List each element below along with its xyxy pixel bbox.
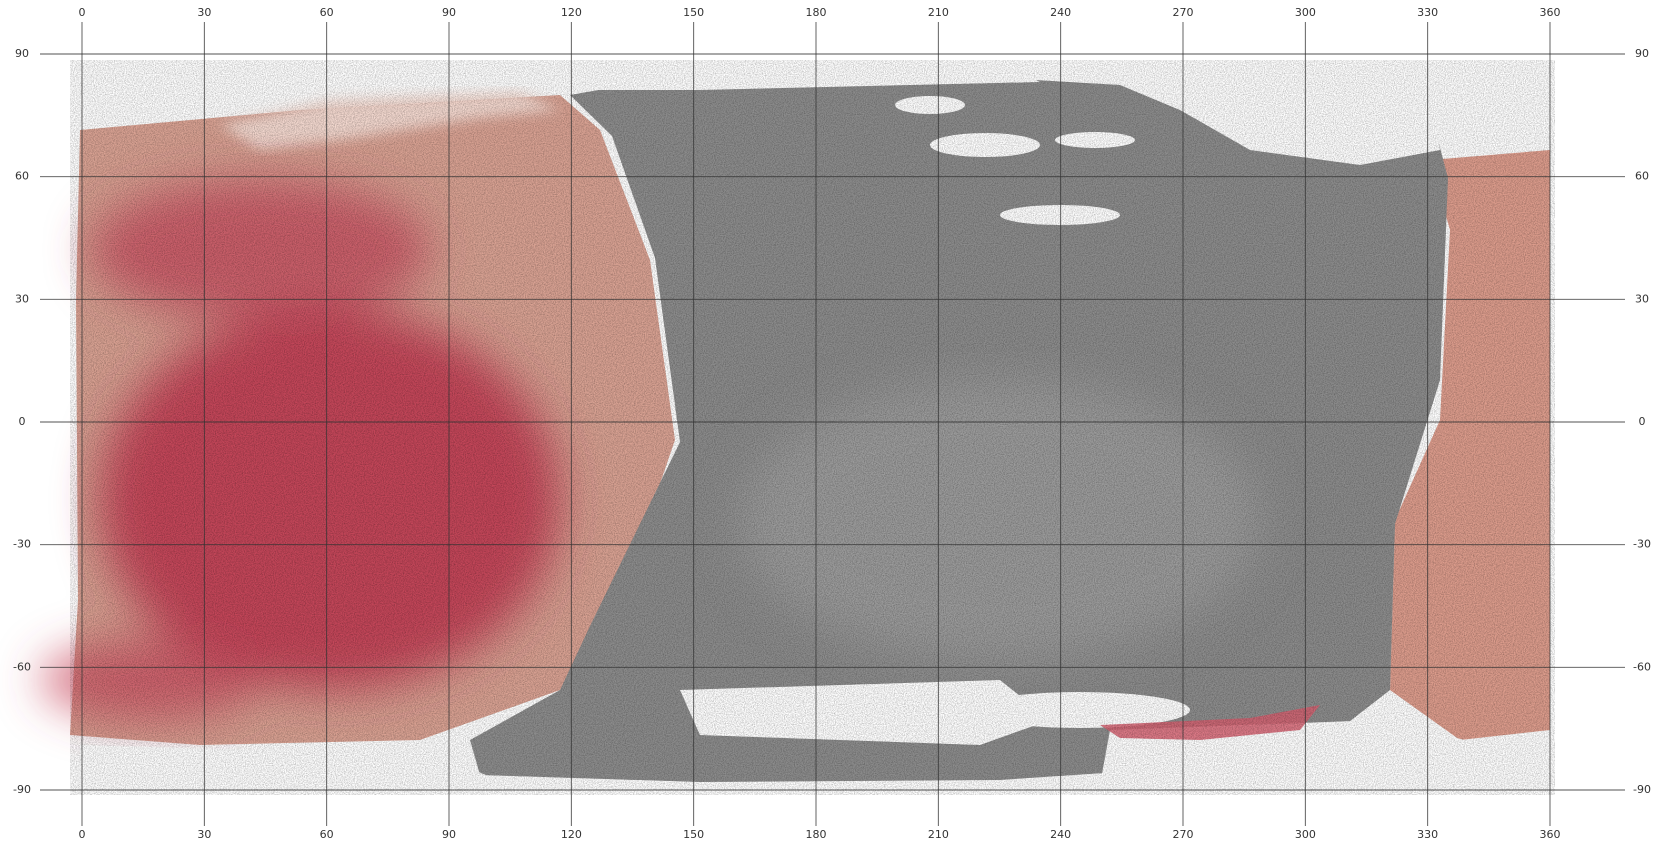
x-tick-label-top: 330: [1417, 6, 1438, 19]
y-tick-label-right: 0: [1639, 415, 1646, 428]
x-tick-label-bottom: 180: [806, 828, 827, 841]
x-tick-label-top: 360: [1540, 6, 1561, 19]
x-tick-label-top: 240: [1050, 6, 1071, 19]
x-tick-label-top: 210: [928, 6, 949, 19]
y-tick-label-left: -90: [13, 783, 31, 796]
x-tick-label-top: 60: [320, 6, 334, 19]
x-tick-label-top: 0: [79, 6, 86, 19]
y-tick-label-left: 0: [19, 415, 26, 428]
page: 0 0 30 30 60 60 90 90 120 120 150 150 180 180 210 210 24…: [0, 0, 1665, 843]
x-tick-label-top: 300: [1295, 6, 1316, 19]
x-tick-label-bottom: 90: [442, 828, 456, 841]
x-tick-label-top: 90: [442, 6, 456, 19]
y-tick-label-right: 30: [1635, 292, 1649, 305]
y-tick-label-left: -60: [13, 660, 31, 673]
x-tick-label-bottom: 30: [197, 828, 211, 841]
map-view: 0 0 30 30 60 60 90 90 120 120 150 150 180 180 210 210 24…: [0, 0, 1665, 843]
x-tick-label-bottom: 120: [561, 828, 582, 841]
x-tick-label-bottom: 360: [1540, 828, 1561, 841]
y-tick-label-right: -30: [1633, 538, 1651, 551]
y-tick-label-left: 60: [15, 170, 29, 183]
x-tick-label-bottom: 0: [79, 828, 86, 841]
x-tick-label-top: 150: [683, 6, 704, 19]
y-tick-label-right: -60: [1633, 660, 1651, 673]
y-tick-label-right: 90: [1635, 47, 1649, 60]
y-tick-label-right: 60: [1635, 170, 1649, 183]
x-tick-label-bottom: 300: [1295, 828, 1316, 841]
x-tick-label-top: 120: [561, 6, 582, 19]
y-tick-label-left: 30: [15, 292, 29, 305]
x-tick-label-top: 270: [1173, 6, 1194, 19]
x-tick-label-bottom: 150: [683, 828, 704, 841]
x-tick-label-bottom: 60: [320, 828, 334, 841]
y-tick-label-left: -30: [13, 538, 31, 551]
x-tick-label-bottom: 240: [1050, 828, 1071, 841]
x-tick-label-bottom: 270: [1173, 828, 1194, 841]
map-texture: [40, 60, 1555, 795]
x-tick-label-top: 180: [806, 6, 827, 19]
surface-noise: [70, 60, 1555, 795]
y-tick-label-right: -90: [1633, 783, 1651, 796]
y-tick-label-left: 90: [15, 47, 29, 60]
x-tick-label-top: 30: [197, 6, 211, 19]
x-tick-label-bottom: 330: [1417, 828, 1438, 841]
x-tick-label-bottom: 210: [928, 828, 949, 841]
